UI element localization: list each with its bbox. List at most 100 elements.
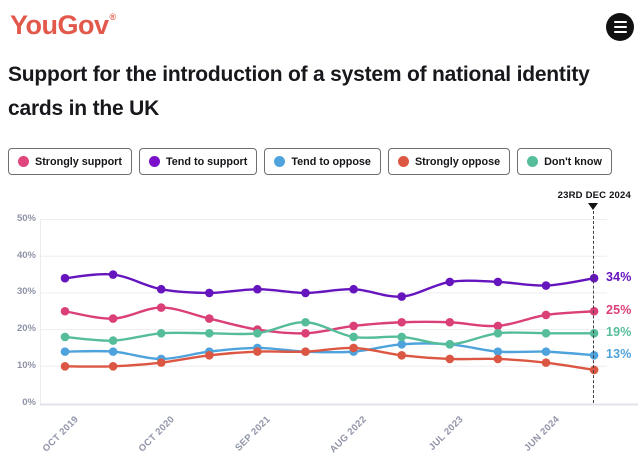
- series-line-tend-to-support: [64, 272, 595, 298]
- data-point-tend-to-oppose: [445, 339, 455, 349]
- data-point-don-t-know: [253, 328, 262, 338]
- x-axis-tick-label: AUG 2022: [328, 414, 370, 456]
- legend-item-tend-to-oppose[interactable]: Tend to oppose: [264, 148, 381, 175]
- data-point-strongly-support: [301, 328, 310, 338]
- data-point-strongly-oppose: [397, 350, 407, 360]
- data-point-tend-to-support: [445, 277, 455, 287]
- data-point-strongly-oppose: [445, 354, 455, 364]
- legend-item-label: Strongly oppose: [414, 155, 501, 168]
- legend-color-dot: [18, 156, 29, 167]
- data-point-tend-to-oppose: [205, 347, 214, 356]
- data-point-tend-to-support: [541, 281, 551, 290]
- data-point-tend-to-oppose: [397, 339, 407, 349]
- data-point-tend-to-support: [60, 273, 70, 283]
- data-point-strongly-oppose: [349, 343, 358, 353]
- y-axis-tick-label: 0%: [22, 396, 36, 408]
- legend: Strongly support Tend to support Tend to o…: [8, 148, 612, 175]
- series-line-don-t-know: [64, 321, 595, 346]
- data-point-strongly-oppose: [301, 347, 310, 356]
- legend-color-dot: [148, 156, 160, 167]
- legend-color-dot: [274, 156, 286, 167]
- data-point-tend-to-support: [397, 292, 407, 301]
- series-end-label-tend-to-oppose: 13%: [606, 347, 632, 362]
- y-axis-tick-label: 20%: [16, 323, 36, 335]
- data-point-tend-to-oppose: [156, 354, 166, 364]
- annotation-arrow-icon: [588, 203, 598, 210]
- data-point-tend-to-support: [589, 273, 599, 283]
- data-point-strongly-support: [156, 303, 166, 312]
- legend-item-tend-to-support[interactable]: Tend to support: [138, 148, 258, 175]
- data-point-don-t-know: [445, 339, 455, 349]
- annotation-dashed-line: [593, 211, 594, 403]
- data-point-tend-to-oppose: [108, 347, 118, 356]
- menu-button[interactable]: [606, 13, 634, 41]
- series-end-label-tend-to-support: 34%: [606, 270, 632, 285]
- hamburger-menu-icon: [613, 20, 627, 24]
- data-point-tend-to-support: [156, 284, 166, 294]
- series-end-label-don-t-know: 19%: [606, 325, 632, 340]
- data-point-strongly-oppose: [108, 362, 118, 371]
- data-point-strongly-oppose: [253, 347, 262, 356]
- page-title: Support for the introduction of a system…: [8, 63, 590, 120]
- data-point-strongly-support: [445, 317, 455, 327]
- data-point-strongly-support: [60, 306, 70, 316]
- registered-trademark-icon: ®: [109, 12, 117, 22]
- legend-color-dot: [397, 156, 409, 167]
- x-axis-tick-label: JUL 2023: [426, 414, 466, 453]
- x-axis-line: [40, 403, 638, 406]
- hamburger-menu-icon: [613, 25, 627, 29]
- data-point-strongly-support: [397, 317, 407, 327]
- data-point-strongly-support: [589, 306, 599, 316]
- data-point-strongly-support: [493, 321, 503, 331]
- y-axis-tick-label: 30%: [16, 286, 36, 298]
- legend-item-don-t-know[interactable]: Don't know: [517, 148, 612, 175]
- legend-color-dot: [527, 156, 539, 167]
- data-point-strongly-oppose: [60, 362, 70, 371]
- date-annotation: 23RD DEC 2024: [557, 190, 631, 201]
- data-point-tend-to-oppose: [301, 347, 310, 356]
- x-axis-tick-label: JUN 2024: [522, 414, 562, 454]
- data-point-tend-to-support: [205, 288, 214, 298]
- data-point-tend-to-support: [493, 277, 503, 287]
- data-point-strongly-support: [108, 314, 118, 323]
- legend-item-strongly-oppose[interactable]: Strongly oppose: [387, 148, 511, 175]
- data-point-tend-to-oppose: [493, 347, 503, 356]
- data-point-tend-to-oppose: [253, 343, 262, 353]
- data-point-don-t-know: [108, 336, 118, 345]
- data-point-don-t-know: [397, 332, 407, 342]
- x-axis-tick-label: OCT 2019: [40, 414, 81, 455]
- series-end-label-strongly-support: 25%: [606, 303, 632, 318]
- data-point-tend-to-oppose: [589, 350, 599, 360]
- data-point-strongly-support: [205, 314, 214, 323]
- data-point-strongly-support: [541, 310, 551, 320]
- data-point-don-t-know: [301, 317, 310, 327]
- series-line-strongly-oppose: [64, 346, 595, 372]
- data-point-tend-to-support: [253, 284, 262, 294]
- legend-item-label: Tend to support: [165, 155, 248, 168]
- data-point-strongly-oppose: [205, 350, 214, 360]
- data-point-strongly-oppose: [156, 358, 166, 367]
- data-point-tend-to-support: [301, 288, 310, 298]
- data-point-strongly-oppose: [589, 365, 599, 375]
- legend-item-label: Tend to oppose: [291, 155, 371, 168]
- data-point-don-t-know: [349, 332, 358, 342]
- data-point-don-t-know: [205, 328, 214, 338]
- data-point-don-t-know: [493, 328, 503, 338]
- yougov-logo[interactable]: YouGov®: [10, 10, 116, 41]
- data-point-tend-to-oppose: [541, 347, 551, 356]
- data-point-tend-to-support: [349, 284, 358, 294]
- y-axis-tick-label: 10%: [16, 359, 36, 371]
- data-point-tend-to-oppose: [349, 347, 358, 356]
- data-point-tend-to-support: [108, 270, 118, 279]
- yougov-logo-text: YouGov: [10, 10, 109, 40]
- data-point-strongly-support: [349, 321, 358, 331]
- data-point-don-t-know: [156, 328, 166, 338]
- legend-item-label: Strongly support: [35, 155, 122, 168]
- hamburger-menu-icon: [613, 30, 627, 34]
- y-axis-tick-label: 40%: [16, 249, 36, 261]
- legend-item-strongly-support[interactable]: Strongly support: [8, 148, 132, 175]
- data-point-strongly-oppose: [493, 354, 503, 364]
- data-point-strongly-oppose: [541, 358, 551, 367]
- data-point-don-t-know: [541, 328, 551, 338]
